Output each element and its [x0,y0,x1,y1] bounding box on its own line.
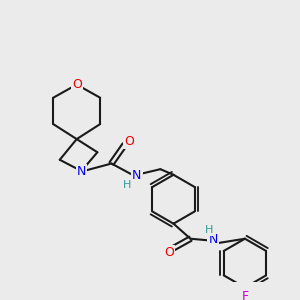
Text: N: N [132,169,142,182]
Text: O: O [124,135,134,148]
Text: O: O [164,246,174,259]
Text: O: O [72,78,82,91]
Text: F: F [242,290,248,300]
Text: N: N [77,164,86,178]
Text: H: H [123,180,132,190]
Text: N: N [208,233,218,246]
Text: H: H [205,225,213,235]
